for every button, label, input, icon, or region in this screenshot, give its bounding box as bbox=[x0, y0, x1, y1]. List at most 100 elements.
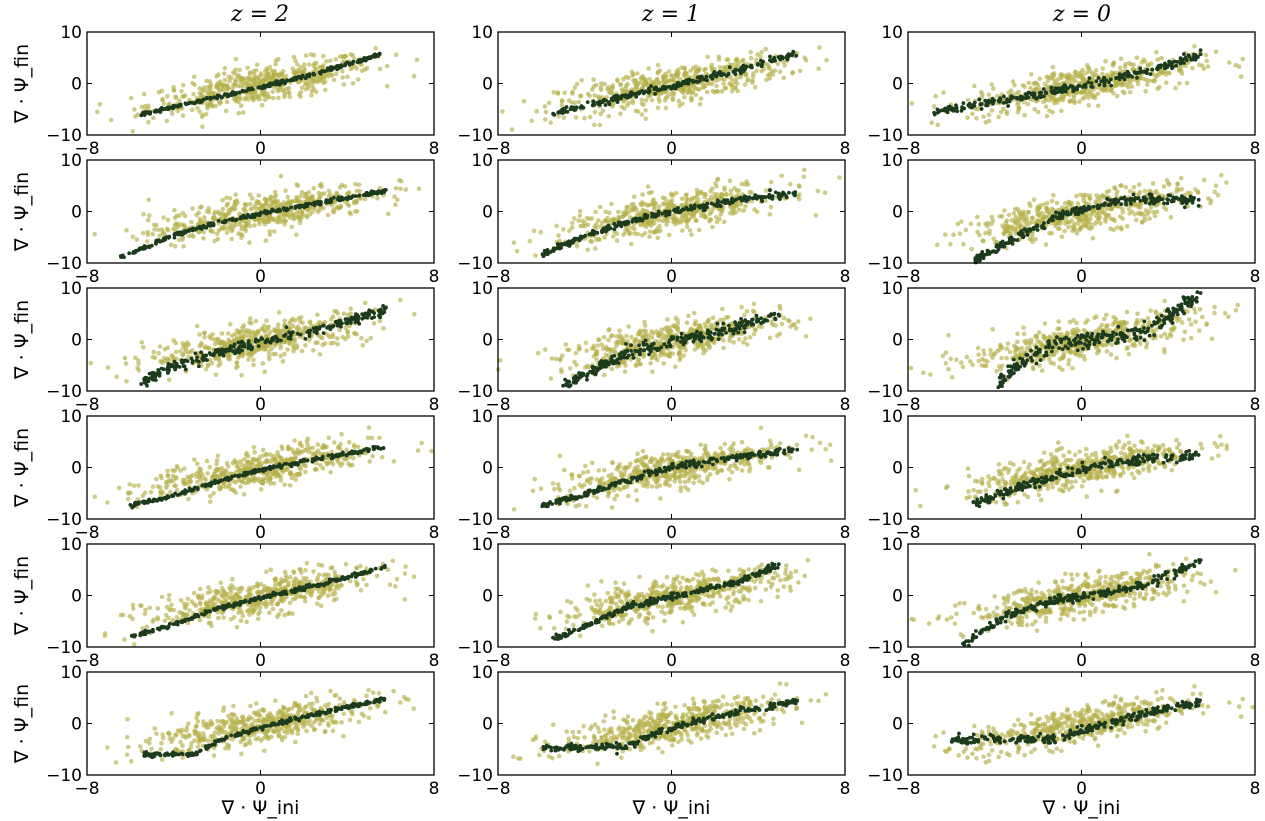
model-point bbox=[257, 85, 262, 90]
simulation-point bbox=[314, 89, 319, 95]
simulation-point bbox=[748, 55, 754, 61]
simulation-point bbox=[353, 209, 358, 214]
simulation-point bbox=[555, 91, 561, 96]
simulation-point bbox=[624, 83, 629, 89]
simulation-point bbox=[1020, 83, 1026, 88]
simulation-point bbox=[752, 84, 758, 90]
model-point bbox=[950, 106, 955, 110]
simulation-point bbox=[304, 213, 309, 218]
simulation-point bbox=[577, 208, 583, 214]
simulation-point bbox=[141, 212, 146, 217]
simulation-point bbox=[770, 72, 776, 77]
model-point bbox=[653, 92, 657, 96]
model-point bbox=[759, 58, 763, 63]
simulation-point bbox=[538, 229, 544, 235]
model-point bbox=[1072, 206, 1077, 211]
model-point bbox=[268, 210, 272, 215]
simulation-point bbox=[1016, 89, 1021, 95]
simulation-point bbox=[626, 75, 631, 81]
model-point bbox=[345, 60, 350, 65]
simulation-point bbox=[633, 77, 639, 83]
simulation-point bbox=[710, 224, 715, 230]
model-point bbox=[603, 103, 608, 107]
simulation-point bbox=[333, 71, 339, 77]
simulation-point bbox=[1026, 80, 1032, 86]
simulation-point bbox=[354, 188, 360, 194]
simulation-point bbox=[769, 179, 774, 185]
simulation-point bbox=[651, 80, 657, 86]
simulation-point bbox=[527, 238, 533, 244]
simulation-point bbox=[698, 96, 704, 101]
simulation-point bbox=[236, 111, 241, 116]
simulation-point bbox=[1233, 62, 1238, 68]
simulation-point bbox=[981, 114, 986, 120]
simulation-point bbox=[182, 224, 187, 229]
simulation-point bbox=[212, 217, 217, 223]
simulation-point bbox=[1048, 75, 1054, 81]
simulation-point bbox=[1088, 212, 1094, 218]
simulation-point bbox=[1050, 109, 1055, 115]
simulation-point bbox=[247, 240, 252, 245]
simulation-point bbox=[689, 198, 694, 203]
simulation-point bbox=[331, 77, 337, 83]
simulation-point bbox=[598, 111, 603, 117]
simulation-point bbox=[233, 77, 238, 83]
simulation-point bbox=[286, 85, 292, 91]
model-point bbox=[158, 239, 162, 244]
simulation-point bbox=[152, 227, 157, 232]
model-point bbox=[739, 71, 743, 75]
model-point bbox=[1148, 196, 1153, 200]
simulation-point bbox=[686, 217, 692, 223]
simulation-point bbox=[130, 234, 136, 240]
simulation-point bbox=[172, 215, 178, 221]
simulation-point bbox=[348, 211, 354, 217]
model-point bbox=[646, 90, 651, 95]
simulation-point bbox=[741, 208, 746, 213]
simulation-point bbox=[1020, 216, 1025, 221]
simulation-point bbox=[1115, 189, 1120, 194]
simulation-point bbox=[233, 67, 238, 73]
simulation-point bbox=[275, 88, 281, 94]
simulation-point bbox=[397, 178, 402, 183]
simulation-point bbox=[639, 75, 645, 80]
model-point bbox=[1056, 86, 1061, 91]
model-point bbox=[603, 226, 607, 231]
simulation-point bbox=[398, 186, 403, 192]
simulation-point bbox=[751, 71, 756, 76]
simulation-point bbox=[227, 196, 233, 201]
simulation-point bbox=[305, 83, 311, 88]
model-point bbox=[564, 241, 568, 246]
model-point bbox=[1001, 101, 1006, 105]
model-point bbox=[961, 101, 966, 105]
model-point bbox=[187, 228, 191, 233]
simulation-point bbox=[1227, 60, 1232, 65]
model-point bbox=[556, 110, 561, 114]
simulation-point bbox=[227, 78, 232, 84]
simulation-point bbox=[600, 108, 606, 114]
simulation-point bbox=[416, 186, 422, 191]
model-point bbox=[661, 84, 666, 89]
simulation-point bbox=[531, 228, 537, 234]
simulation-point bbox=[635, 71, 640, 76]
simulation-point bbox=[546, 100, 552, 106]
simulation-point bbox=[350, 81, 356, 86]
simulation-point bbox=[1087, 196, 1092, 201]
model-point bbox=[751, 196, 756, 201]
simulation-point bbox=[237, 67, 242, 73]
simulation-point bbox=[589, 239, 595, 244]
model-point bbox=[371, 54, 375, 59]
model-point bbox=[1174, 63, 1179, 68]
model-point bbox=[318, 71, 323, 76]
model-point bbox=[212, 95, 216, 100]
simulation-point bbox=[657, 99, 662, 104]
simulation-point bbox=[595, 218, 601, 223]
simulation-point bbox=[136, 361, 141, 367]
simulation-point bbox=[779, 173, 784, 179]
model-point bbox=[609, 96, 614, 101]
simulation-point bbox=[1059, 108, 1064, 114]
simulation-point bbox=[782, 63, 787, 68]
simulation-point bbox=[1114, 93, 1120, 99]
model-point bbox=[1178, 58, 1183, 63]
model-point bbox=[579, 104, 584, 109]
simulation-point bbox=[968, 221, 974, 227]
